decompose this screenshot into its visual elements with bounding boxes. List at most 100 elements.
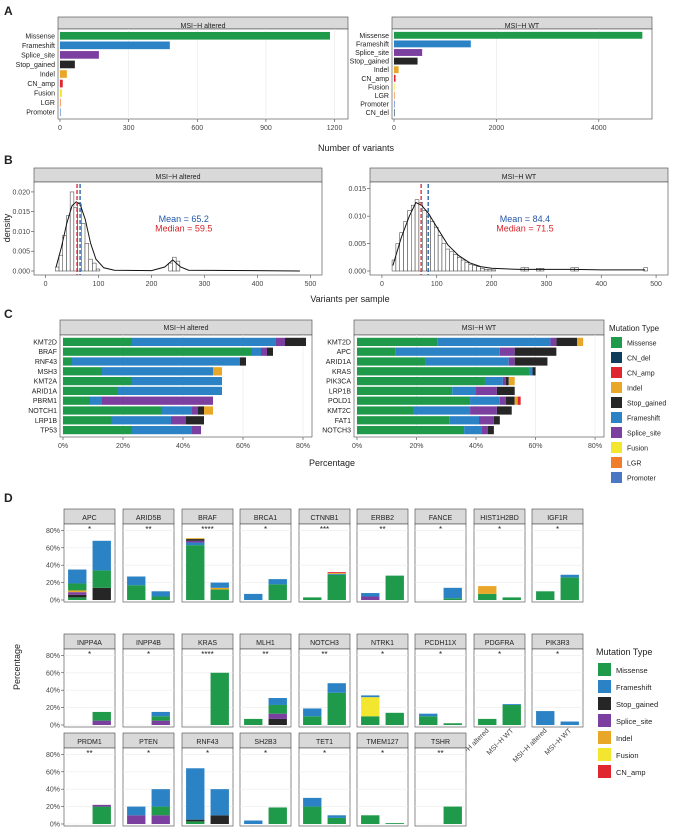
bar-segment-stop_gained (68, 594, 87, 598)
bar-segment-splice_site (481, 425, 488, 435)
y-tick-label: KRAS (332, 369, 351, 376)
y-tick-label: 0.005 (12, 249, 30, 256)
bar-segment-splice_site (502, 376, 506, 386)
x-tick-label: 60% (529, 443, 543, 450)
facet-title: FANCE (429, 515, 453, 522)
y-axis-title-d: Percentage (12, 644, 22, 690)
x-axis-title-c: Percentage (309, 458, 355, 468)
bar-segment-stop_gained (267, 347, 273, 356)
bar-segment-frameshift (361, 695, 380, 698)
bar-stop_gained (60, 60, 75, 69)
facet-ctnnb1: CTNNB1 *** (298, 508, 351, 603)
facet-title: MLH1 (256, 640, 275, 647)
bar-segment-indel (478, 586, 497, 594)
bar-segment-missense (63, 416, 111, 425)
legend-label: CN_amp (627, 371, 655, 378)
bar-segment-frameshift (210, 789, 229, 816)
significance-label: * (264, 525, 267, 534)
bar-segment-frameshift (470, 396, 500, 405)
mean-label: Mean = 84.4 (500, 214, 550, 224)
bar-segment-missense (244, 718, 263, 725)
panel-a-facet-0: MSI−H altered 0 300 600 900 1200 Missense Frame… (16, 16, 349, 132)
x-tick-label: 900 (260, 125, 272, 132)
facet-title: MSI−H altered (164, 325, 209, 332)
histogram-bin (460, 259, 466, 272)
bar-segment-missense (63, 425, 132, 435)
x-tick-label: 40% (176, 443, 190, 450)
y-tick-label: 0% (50, 822, 60, 827)
bar-segment-missense (92, 806, 111, 824)
bar-segment-splice_site (499, 396, 506, 405)
bar-segment-stop_gained (186, 819, 205, 822)
bar-segment-frameshift (449, 416, 479, 425)
histogram-bin (58, 254, 63, 272)
y-tick-label: 80% (46, 752, 60, 759)
y-tick-label: CN_del (366, 110, 390, 117)
y-tick-label: ARID1A (32, 388, 58, 395)
y-tick-label: PBRM1 (33, 398, 57, 405)
bar-segment-missense (63, 347, 252, 356)
bar-segment-frameshift (464, 425, 482, 435)
x-tick-label: MSI−H altered (512, 727, 549, 764)
bar-segment-stop_gained (285, 337, 306, 347)
histogram-bin (487, 269, 493, 272)
facet-kras: KRAS **** (181, 633, 234, 728)
legend-title: Mutation Type (609, 324, 660, 333)
histogram-bin (476, 266, 481, 272)
significance-label: ** (145, 525, 151, 534)
histogram-bin (77, 203, 82, 272)
bar-segment-splice_site (102, 396, 213, 405)
legend-key-promoter (611, 472, 622, 483)
legend-label: Stop_gained (627, 401, 666, 408)
bar-segment-missense (127, 585, 146, 600)
bar-segment-missense (63, 406, 162, 415)
bar-segment-frameshift (127, 806, 146, 816)
y-tick-label: MSH3 (38, 369, 58, 376)
legend-label: CN_amp (616, 768, 646, 777)
panel-b-facet-1: MSI−H WT 0 100 200 300 400 500 0.000 0.005 0.010 0… (348, 167, 669, 288)
x-tick-label: 400 (595, 281, 607, 288)
bar-segment-missense (357, 396, 471, 405)
significance-label: * (381, 650, 384, 659)
bar-segment-frameshift (268, 579, 287, 585)
bar-segment-splice_site (508, 357, 515, 366)
y-tick-label: 40% (46, 787, 60, 794)
histogram-bin (95, 268, 101, 272)
y-tick-label: KMT2A (34, 379, 58, 386)
y-tick-label: Promoter (26, 110, 55, 117)
bar-segment-stop_gained (496, 406, 512, 415)
bar-segment-missense (419, 716, 438, 725)
histogram-bin (69, 191, 75, 272)
x-tick-label: 100 (93, 281, 105, 288)
bar-stop_gained (394, 57, 418, 65)
bar-segment-frameshift (127, 576, 146, 586)
bar-segment-missense (357, 406, 414, 415)
bar-segment-splice_site (470, 406, 497, 415)
bar-cn_amp (394, 74, 396, 82)
bar-segment-frameshift (186, 768, 205, 820)
legend-key-cn_amp (611, 367, 622, 378)
y-tick-label: 0.020 (12, 189, 30, 196)
bar-segment-missense (210, 589, 229, 600)
legend-key-cn_del (611, 352, 622, 363)
legend-label: Stop_gained (616, 700, 658, 709)
y-tick-label: 60% (46, 769, 60, 776)
y-tick-label: KMT2C (327, 408, 351, 415)
bar-segment-frameshift (244, 593, 263, 600)
bar-segment-stop_gained (268, 718, 287, 725)
facet-title: CTNNB1 (310, 515, 338, 522)
bar-segment-splice_site (151, 815, 170, 824)
bar-segment-stop_gained (505, 376, 509, 386)
bar-segment-frameshift (327, 683, 346, 693)
histogram-bin (55, 266, 60, 272)
facet-title: PRDM1 (77, 739, 102, 746)
bar-segment-frameshift (437, 337, 551, 347)
bar-segment-missense (385, 712, 404, 725)
bar-segment-missense (268, 807, 287, 824)
bar-segment-missense (151, 716, 170, 721)
bar-segment-cn_amp (517, 396, 521, 405)
bar-segment-missense (68, 583, 87, 591)
legend-key-missense (598, 663, 611, 676)
significance-label: * (381, 749, 384, 758)
